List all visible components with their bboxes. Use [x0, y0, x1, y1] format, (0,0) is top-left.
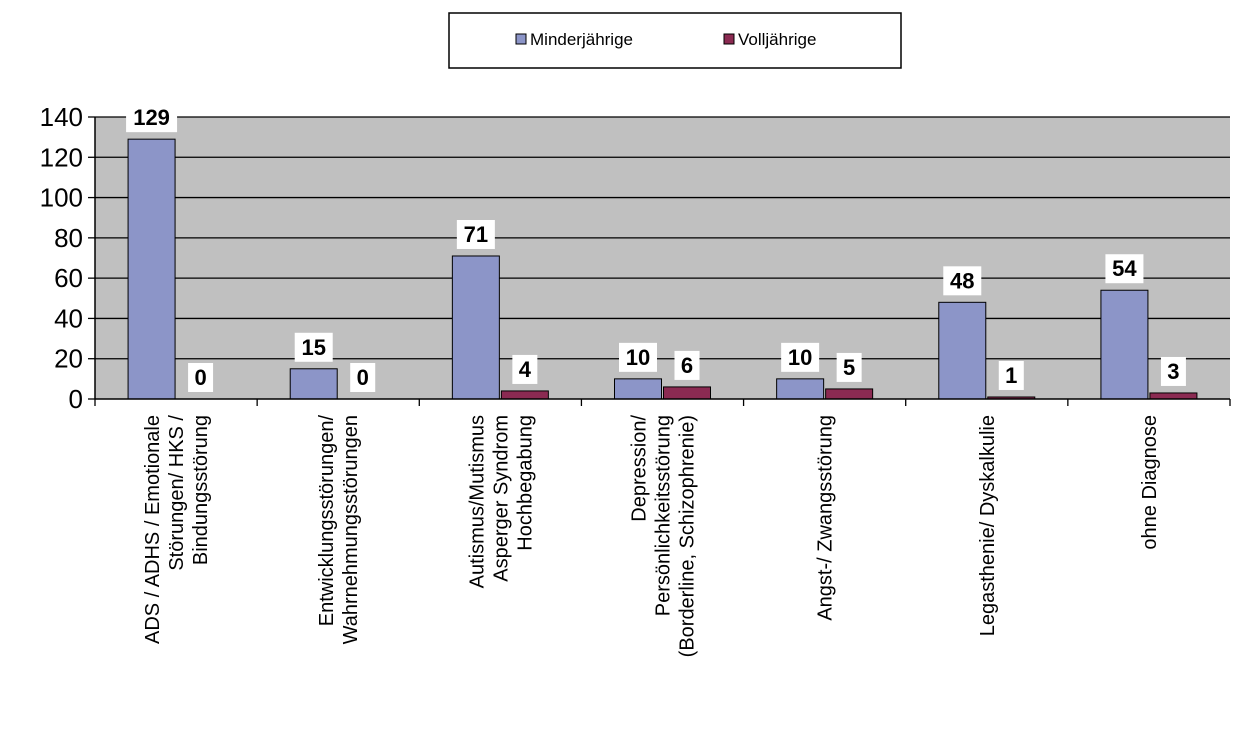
legend-item-volljaehrige-swatch: [724, 34, 734, 44]
category-label-5: Legasthenie/ Dyskalkulie: [977, 415, 999, 636]
data-label-minderjaehrige-6-text: 54: [1112, 256, 1137, 281]
data-label-volljaehrige-1-text: 0: [357, 365, 369, 390]
data-label-volljaehrige-4-text: 5: [843, 355, 855, 380]
category-label-4: Angst-/ Zwangsstörung: [815, 415, 837, 621]
bar-minderjaehrige-0: [128, 139, 175, 399]
category-label-5-line-0: Legasthenie/ Dyskalkulie: [977, 415, 999, 636]
bar-volljaehrige-3: [664, 387, 711, 399]
category-label-3-line-2: (Borderline, Schizophrenie): [677, 415, 699, 657]
data-label-volljaehrige-3: 6: [675, 351, 700, 380]
data-label-volljaehrige-0: 0: [188, 363, 213, 392]
y-tick-label-0: 0: [69, 384, 83, 414]
data-label-volljaehrige-6: 3: [1161, 357, 1186, 386]
legend-item-minderjaehrige-swatch: [516, 34, 526, 44]
category-label-1-line-1: Wahrnehmungsstörungen: [340, 415, 362, 644]
data-label-minderjaehrige-4: 10: [781, 343, 819, 372]
bar-minderjaehrige-6: [1101, 290, 1148, 399]
y-tick-label-40: 40: [54, 303, 83, 333]
category-label-0-line-2: Bindungsstörung: [190, 415, 212, 565]
legend-item-volljaehrige-label: Volljährige: [738, 30, 816, 49]
data-label-minderjaehrige-2: 71: [457, 220, 495, 249]
bar-minderjaehrige-5: [939, 302, 986, 399]
data-label-minderjaehrige-0-text: 129: [133, 105, 170, 130]
data-label-volljaehrige-2-text: 4: [519, 357, 532, 382]
category-label-3-line-0: Depression/: [629, 415, 651, 522]
data-label-volljaehrige-1: 0: [350, 363, 375, 392]
category-label-1-line-0: Entwicklungsstörungen/: [316, 415, 338, 627]
category-label-2-line-2: Hochbegabung: [514, 415, 536, 551]
category-label-4-line-0: Angst-/ Zwangsstörung: [815, 415, 837, 621]
y-tick-label-120: 120: [40, 142, 83, 172]
data-label-volljaehrige-0-text: 0: [194, 365, 206, 390]
legend-item-minderjaehrige-label: Minderjährige: [530, 30, 633, 49]
data-label-minderjaehrige-2-text: 71: [464, 222, 488, 247]
data-label-minderjaehrige-4-text: 10: [788, 345, 812, 370]
data-label-minderjaehrige-3: 10: [619, 343, 657, 372]
data-label-volljaehrige-3-text: 6: [681, 353, 693, 378]
data-label-minderjaehrige-6: 54: [1105, 254, 1143, 283]
data-label-minderjaehrige-5-text: 48: [950, 268, 974, 293]
data-label-minderjaehrige-3-text: 10: [626, 345, 650, 370]
legend-item-minderjaehrige: Minderjährige: [516, 30, 633, 49]
bar-minderjaehrige-4: [777, 379, 824, 399]
y-tick-label-80: 80: [54, 223, 83, 253]
category-label-6: ohne Diagnose: [1139, 415, 1161, 550]
y-tick-label-20: 20: [54, 344, 83, 374]
y-tick-labels: 0 20 40 60 80 100 120 140: [40, 102, 83, 414]
bar-minderjaehrige-1: [290, 369, 337, 399]
category-label-1: Entwicklungsstörungen/Wahrnehmungsstörun…: [316, 415, 362, 645]
category-label-2-line-1: Asperger Syndrom: [490, 415, 512, 582]
category-label-2-line-0: Autismus/Mutismus: [466, 415, 488, 588]
y-tick-label-60: 60: [54, 263, 83, 293]
bar-volljaehrige-6: [1150, 393, 1197, 399]
category-label-3: Depression/Persönlichkeitsstörung (Border…: [629, 415, 699, 658]
plot-area: [95, 117, 1230, 399]
category-labels: ADS / ADHS / Emotionale Störungen/ HKS / B…: [142, 415, 1161, 658]
category-label-0: ADS / ADHS / Emotionale Störungen/ HKS / B…: [142, 415, 212, 644]
data-label-volljaehrige-5: 1: [999, 361, 1024, 390]
y-tick-label-100: 100: [40, 183, 83, 213]
category-label-6-line-0: ohne Diagnose: [1139, 415, 1161, 550]
category-label-3-line-1: Persönlichkeitsstörung: [653, 415, 675, 616]
data-label-volljaehrige-6-text: 3: [1167, 359, 1179, 384]
data-label-volljaehrige-4: 5: [837, 353, 862, 382]
bar-minderjaehrige-2: [452, 256, 499, 399]
category-label-2: Autismus/Mutismus Asperger Syndrom Hochbeg…: [466, 415, 536, 588]
bar-volljaehrige-2: [501, 391, 548, 399]
bar-minderjaehrige-3: [615, 379, 662, 399]
data-label-minderjaehrige-5: 48: [943, 266, 981, 295]
data-label-volljaehrige-5-text: 1: [1005, 363, 1017, 388]
bar-volljaehrige-4: [826, 389, 873, 399]
data-label-volljaehrige-2: 4: [512, 355, 537, 384]
data-label-minderjaehrige-0: 129: [126, 103, 177, 132]
category-label-0-line-1: Störungen/ HKS /: [166, 415, 188, 571]
category-label-0-line-0: ADS / ADHS / Emotionale: [142, 415, 164, 644]
legend: Minderjährige Volljährige: [449, 13, 901, 68]
data-label-minderjaehrige-1-text: 15: [301, 335, 325, 360]
data-label-minderjaehrige-1: 15: [295, 333, 333, 362]
legend-item-volljaehrige: Volljährige: [724, 30, 816, 49]
y-tick-label-140: 140: [40, 102, 83, 132]
